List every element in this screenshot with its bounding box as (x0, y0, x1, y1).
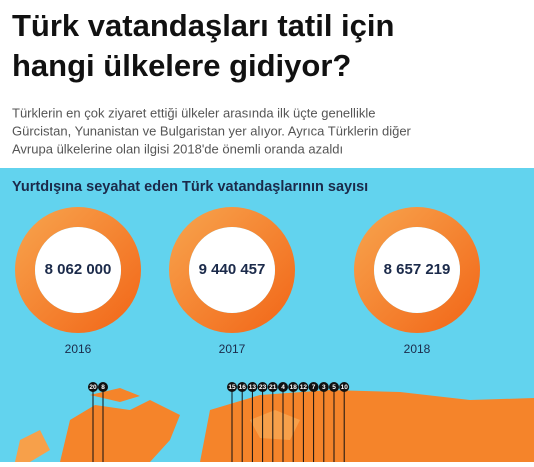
subtitle: Gürcistan, Yunanistan ve Bulgaristan yer… (12, 123, 412, 138)
pin-label: 13 (249, 384, 257, 391)
pin-head (267, 382, 278, 392)
donut-ring (15, 207, 141, 333)
donut-ring (169, 207, 295, 333)
pin-head (308, 382, 319, 392)
donut-value: 8 062 000 (45, 261, 112, 278)
pin-label: 15 (228, 384, 236, 391)
section-title: Yurtdışına seyahat eden Türk vatandaşlar… (12, 179, 368, 195)
donut-hole (35, 227, 121, 313)
pin-head (329, 382, 339, 392)
pin-label: 16 (239, 384, 247, 391)
donut-year: 2017 (219, 342, 246, 356)
title: Türk vatandaşları tatil için (12, 8, 394, 43)
pin-head (278, 382, 288, 392)
pin-label: 18 (290, 384, 298, 391)
pin-label: 21 (269, 384, 277, 391)
pin-head (257, 382, 268, 392)
donut-hole (189, 227, 275, 313)
donut-ring (354, 207, 480, 333)
pin-label: 4 (281, 384, 285, 391)
pin-label: 23 (259, 384, 267, 391)
subtitle: Avrupa ülkelerine olan ilgisi 2018'de ön… (12, 141, 343, 156)
pin-head (339, 382, 350, 392)
pin-label: 5 (332, 384, 336, 391)
pin-label: 7 (312, 384, 316, 391)
title: hangi ülkelere gidiyor? (12, 48, 351, 83)
pin-head (298, 382, 309, 392)
donut-year: 2016 (65, 342, 92, 356)
pin-head (227, 382, 237, 392)
donut-value: 9 440 457 (199, 261, 266, 278)
donut-value: 8 657 219 (384, 261, 451, 278)
header-bg (0, 0, 534, 168)
pin-head (237, 382, 248, 392)
pin-label: 10 (341, 384, 349, 391)
pin-label: 20 (89, 384, 97, 391)
pin-label: 8 (101, 384, 105, 391)
donut-hole (374, 227, 460, 313)
pin-head (88, 382, 98, 392)
pin-label: 3 (322, 384, 326, 391)
donut-year: 2018 (404, 342, 431, 356)
pin-head (247, 382, 258, 392)
pin-head (288, 382, 299, 392)
pin-head (318, 382, 329, 392)
pin-label: 12 (300, 384, 308, 391)
subtitle: Türklerin en çok ziyaret ettiği ülkeler … (12, 105, 375, 120)
pin-head (98, 382, 108, 392)
